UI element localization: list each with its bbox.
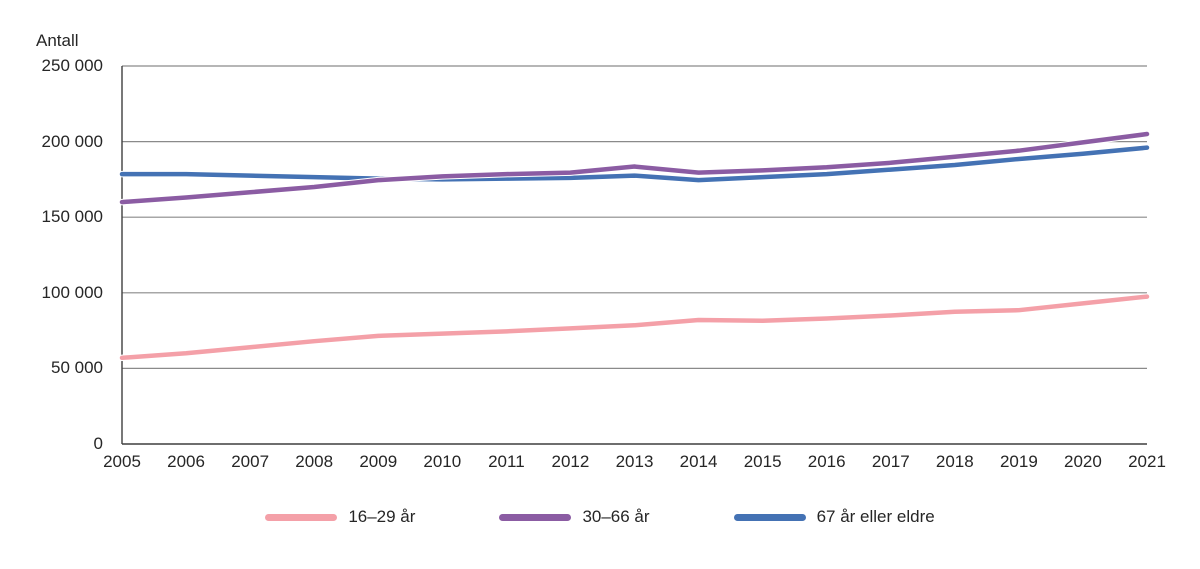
x-tick-label: 2014: [679, 452, 718, 471]
series-line-0: [119, 294, 1150, 361]
x-tick-label: 2009: [359, 452, 398, 471]
legend-label: 30–66 år: [582, 507, 650, 526]
legend-item-16-29: 16–29 år: [265, 506, 415, 528]
y-tick-label: 150 000: [41, 207, 103, 227]
legend-swatch-pink-line: [265, 513, 338, 521]
series-line-2: [119, 145, 1150, 183]
x-tick-label: 2016: [807, 452, 846, 471]
x-tick-label: 2005: [103, 452, 141, 471]
x-tick-label: 2018: [935, 452, 974, 471]
legend-label: 67 år eller eldre: [816, 507, 935, 526]
x-tick-label: 2019: [999, 452, 1038, 471]
x-tick-label: 2007: [231, 452, 270, 471]
x-tick-label: 2010: [423, 452, 462, 471]
legend-item-67-plus: 67 år eller eldre: [733, 506, 935, 528]
chart-legend: 16–29 år 30–66 år 67 år eller eldre: [0, 506, 1200, 528]
y-axis-unit-label: Antall: [36, 31, 79, 50]
x-tick-label: 2006: [167, 452, 205, 471]
x-tick-label: 2012: [551, 452, 590, 471]
legend-swatch-purple-line: [499, 513, 572, 521]
y-tick-label: 100 000: [41, 282, 103, 302]
x-tick-label: 2017: [871, 452, 910, 471]
y-tick-label: 50 000: [51, 358, 103, 378]
x-tick-label: 2013: [615, 452, 654, 471]
x-tick-label: 2008: [295, 452, 334, 471]
y-tick-label: 250 000: [41, 56, 103, 75]
y-tick-label: 0: [93, 434, 103, 453]
x-tick-label: 2021: [1128, 452, 1166, 471]
legend-swatch-blue-line: [733, 513, 806, 521]
legend-label: 16–29 år: [348, 507, 416, 526]
legend-item-30-66: 30–66 år: [499, 506, 650, 528]
x-tick-label: 2015: [743, 452, 782, 471]
y-tick-label: 200 000: [41, 131, 103, 151]
x-tick-label: 2011: [488, 452, 525, 471]
series-line-1: [119, 131, 1150, 205]
x-tick-label: 2020: [1064, 452, 1102, 471]
